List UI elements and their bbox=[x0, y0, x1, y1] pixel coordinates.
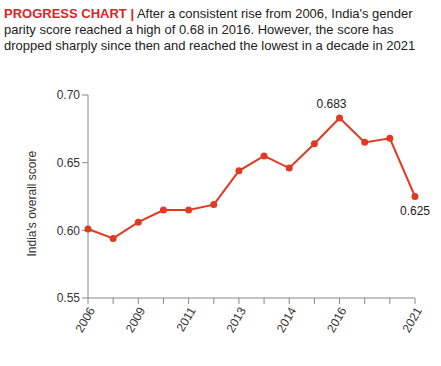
svg-text:0.625: 0.625 bbox=[400, 204, 430, 218]
svg-text:2021: 2021 bbox=[400, 304, 426, 334]
svg-text:0.55: 0.55 bbox=[57, 291, 81, 305]
svg-text:0.683: 0.683 bbox=[317, 97, 347, 111]
html-text:PROGRESS CHART | After a consi: PROGRESS CHART | After a consistent rise… bbox=[4, 6, 416, 53]
svg-text:2011: 2011 bbox=[174, 304, 199, 334]
svg-text:2006: 2006 bbox=[73, 304, 99, 334]
svg-text:0.70: 0.70 bbox=[57, 88, 81, 102]
svg-text:0.60: 0.60 bbox=[57, 224, 81, 238]
svg-text:2016: 2016 bbox=[324, 304, 350, 334]
svg-text:0.65: 0.65 bbox=[57, 156, 81, 170]
svg-text:2013: 2013 bbox=[223, 304, 249, 334]
svg-text:2014: 2014 bbox=[274, 304, 300, 334]
svg-text:2009: 2009 bbox=[123, 304, 149, 334]
svg-text:India's overall score: India's overall score bbox=[25, 151, 39, 257]
